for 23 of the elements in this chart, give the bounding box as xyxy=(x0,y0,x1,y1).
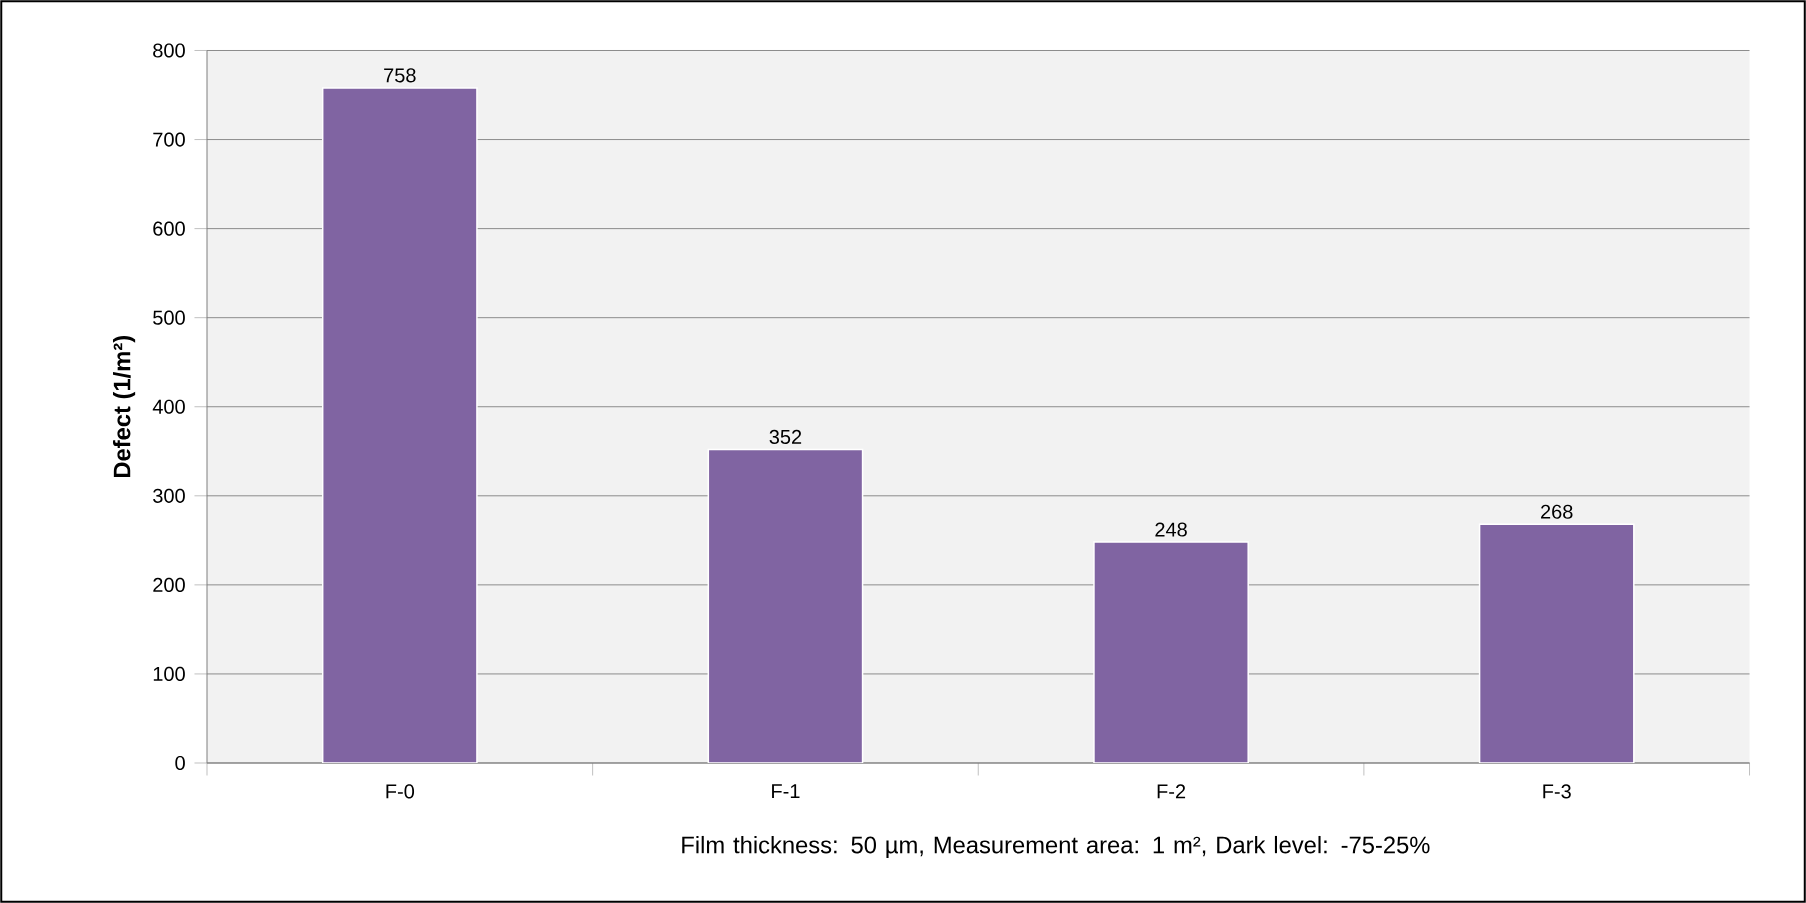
x-tick-label: F-2 xyxy=(1157,784,1186,799)
data-label: 758 xyxy=(384,68,416,83)
y-tick-label: 500 xyxy=(153,310,185,325)
y-tick-label: 0 xyxy=(175,755,185,771)
bar xyxy=(1478,523,1635,763)
y-tick-label: 600 xyxy=(153,221,185,236)
x-axis-title: Film thickness: 50 µm, Measurement area: 1 m², Dark level: -75-25% xyxy=(682,835,1430,859)
y-tick-label: 200 xyxy=(153,577,185,592)
x-tick-label: F-3 xyxy=(1543,784,1571,799)
bar xyxy=(1093,541,1249,763)
x-tick-label: F-1 xyxy=(772,784,800,799)
data-label: 248 xyxy=(1155,522,1187,537)
bar xyxy=(707,448,864,763)
data-label: 352 xyxy=(769,429,802,444)
y-tick-label: 100 xyxy=(153,666,185,682)
data-label: 268 xyxy=(1541,504,1573,519)
y-tick-label: 800 xyxy=(153,43,185,58)
bar xyxy=(321,87,478,763)
y-tick-label: 400 xyxy=(152,399,185,414)
y-axis-title: Defect (1/m²) xyxy=(112,336,136,478)
y-tick-label: 700 xyxy=(153,132,185,147)
y-tick-label: 300 xyxy=(153,488,185,503)
x-tick-label: F-0 xyxy=(386,784,415,799)
